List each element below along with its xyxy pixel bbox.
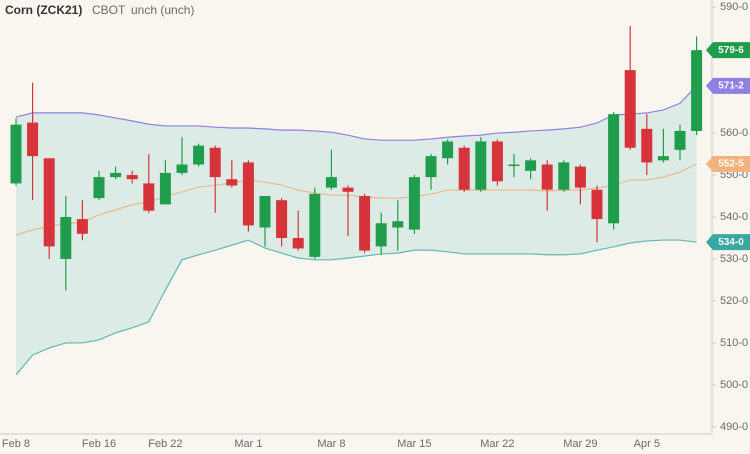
candle-body	[242, 162, 254, 226]
candle-body	[93, 177, 105, 199]
x-tick-label: Mar 22	[480, 438, 514, 450]
band-upper	[15, 85, 698, 141]
price-tag-label: 579-6	[718, 45, 744, 56]
plot-area	[10, 26, 703, 376]
candle-body	[425, 156, 437, 178]
price-tag	[706, 77, 750, 94]
x-tick-label: Feb 22	[148, 438, 182, 450]
x-tick-label: Apr 5	[634, 438, 660, 450]
y-tick-label: 560-0	[720, 127, 748, 139]
candle-body	[110, 172, 122, 178]
candle-body	[608, 114, 620, 224]
candle-body	[226, 179, 238, 186]
candle-body	[359, 196, 371, 251]
candle-body	[159, 172, 171, 205]
candle-body	[475, 141, 487, 190]
candle-body	[691, 50, 703, 131]
candle-body	[76, 219, 88, 234]
exchange: CBOT	[92, 3, 126, 17]
price-tag	[706, 42, 750, 59]
candle-body	[276, 200, 288, 238]
candle-body	[309, 193, 321, 257]
price-tag-label: 534-0	[718, 237, 744, 248]
x-tick-label: Feb 16	[82, 438, 116, 450]
candle-body	[292, 237, 304, 249]
candle-body	[442, 141, 454, 159]
x-tick-label: Mar 29	[563, 438, 597, 450]
x-tick-label: Feb 8	[2, 438, 30, 450]
price-tag	[706, 156, 750, 173]
candle-body	[126, 175, 138, 180]
candle-body	[525, 160, 537, 171]
candle-body	[458, 147, 470, 190]
y-tick-label: 530-0	[720, 253, 748, 265]
y-tick-label: 490-0	[720, 421, 748, 433]
candle-body	[259, 196, 271, 228]
candle-body	[176, 164, 188, 173]
chart-title: Corn (ZCK21)	[5, 3, 82, 17]
x-tick-label: Mar 1	[234, 438, 262, 450]
candle-body	[193, 145, 205, 165]
candle-body	[408, 177, 420, 230]
y-tick-label: 520-0	[720, 295, 748, 307]
price-tag	[706, 234, 750, 251]
candle-body	[60, 217, 72, 259]
y-tick-label: 590-0	[720, 1, 748, 13]
candle-body	[491, 141, 503, 182]
candle-body	[558, 162, 570, 190]
candle-body	[624, 70, 636, 148]
band-middle	[15, 163, 697, 236]
candle-body	[209, 147, 221, 178]
candle-body	[10, 124, 22, 184]
candle-body	[657, 156, 669, 161]
candle-body	[375, 223, 387, 247]
candle-body	[508, 164, 520, 167]
candle-body	[541, 164, 553, 190]
band-fill	[16, 85, 697, 375]
candle-body	[43, 158, 55, 247]
candle-body	[392, 221, 404, 228]
candle-body	[342, 187, 354, 192]
candle-body	[325, 177, 337, 188]
candle-body	[143, 183, 155, 211]
x-tick-label: Mar 8	[317, 438, 345, 450]
y-tick-label: 510-0	[720, 337, 748, 349]
y-tick-label: 500-0	[720, 379, 748, 391]
price-tag-label: 552-5	[718, 159, 744, 170]
price-tag-label: 571-2	[718, 80, 744, 91]
band-lower	[15, 239, 697, 376]
y-tick-label: 540-0	[720, 211, 748, 223]
candle-body	[674, 130, 686, 150]
candle-body	[591, 189, 603, 220]
candle-body	[574, 166, 586, 188]
candle-body	[641, 128, 653, 163]
change: unch (unch)	[131, 3, 194, 17]
candle-body	[27, 122, 39, 157]
x-tick-label: Mar 15	[397, 438, 431, 450]
